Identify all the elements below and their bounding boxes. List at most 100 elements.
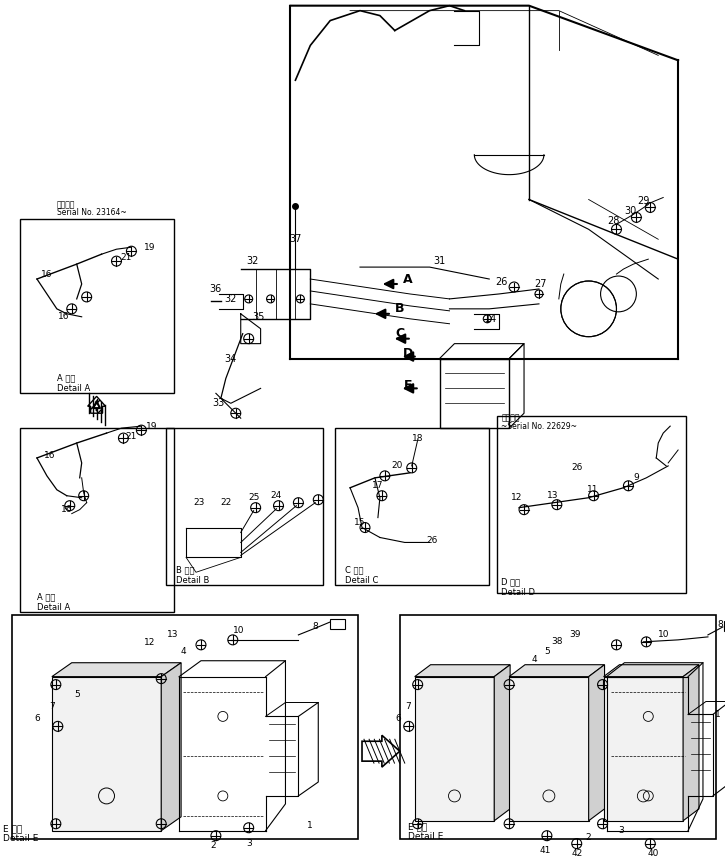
Bar: [414, 677, 494, 821]
Text: 40: 40: [648, 849, 659, 858]
Polygon shape: [52, 663, 181, 677]
Text: 1: 1: [715, 710, 720, 719]
Bar: [497, 417, 686, 594]
Text: 31: 31: [433, 256, 446, 266]
Bar: [400, 615, 716, 838]
Text: 10: 10: [659, 631, 670, 639]
Text: 38: 38: [551, 637, 563, 646]
Polygon shape: [589, 665, 605, 821]
Text: 27: 27: [534, 279, 547, 289]
Bar: [20, 428, 174, 612]
Bar: [603, 677, 683, 821]
Text: 26: 26: [426, 536, 437, 545]
Text: 19: 19: [145, 422, 157, 430]
Text: 適用号機: 適用号機: [501, 414, 520, 423]
Text: 3: 3: [246, 839, 252, 848]
Text: 37: 37: [289, 235, 302, 244]
Text: 8: 8: [313, 623, 318, 631]
Text: 20: 20: [391, 461, 403, 471]
Text: B 詳細
Detail B: B 詳細 Detail B: [176, 565, 209, 585]
Text: 29: 29: [637, 197, 649, 206]
Text: 22: 22: [220, 498, 231, 507]
Polygon shape: [161, 663, 181, 831]
Text: 6: 6: [395, 714, 401, 723]
Text: A 詳細
Detail A: A 詳細 Detail A: [37, 593, 71, 612]
Bar: [335, 428, 489, 585]
Text: 28: 28: [607, 216, 619, 227]
Text: 2: 2: [586, 833, 592, 842]
Text: 3: 3: [619, 826, 624, 835]
Polygon shape: [683, 665, 699, 821]
Bar: [509, 677, 589, 821]
Text: 35: 35: [252, 312, 265, 322]
Text: 適用号機: 適用号機: [57, 200, 76, 209]
Text: 41: 41: [539, 846, 550, 855]
Text: B: B: [395, 302, 404, 315]
Text: 13: 13: [167, 631, 179, 639]
Polygon shape: [494, 665, 510, 821]
Text: 16: 16: [44, 452, 56, 460]
Text: 25: 25: [248, 493, 260, 503]
Polygon shape: [603, 665, 699, 677]
Text: 17: 17: [372, 481, 384, 490]
Text: 6: 6: [34, 714, 40, 723]
Text: C 詳細
Detail C: C 詳細 Detail C: [345, 565, 379, 585]
Text: 42: 42: [571, 849, 582, 858]
Text: 19: 19: [143, 243, 155, 252]
Text: 1: 1: [308, 821, 313, 831]
Bar: [724, 621, 727, 631]
Text: 16: 16: [61, 505, 73, 515]
Text: 16: 16: [58, 313, 70, 321]
Text: 32: 32: [225, 294, 237, 304]
Text: E 詳細
Detail E: E 詳細 Detail E: [408, 822, 443, 842]
Text: 4: 4: [180, 648, 186, 656]
Text: A: A: [403, 272, 412, 285]
Text: E: E: [403, 379, 412, 392]
Text: 12: 12: [511, 493, 523, 503]
Text: 30: 30: [624, 206, 637, 216]
Text: E 詳細
Detail E: E 詳細 Detail E: [3, 824, 39, 844]
Text: 11: 11: [587, 485, 598, 494]
Text: 26: 26: [571, 463, 582, 472]
Text: 5: 5: [74, 690, 79, 699]
Text: 39: 39: [569, 631, 580, 639]
Text: 14: 14: [485, 314, 497, 324]
Text: 23: 23: [193, 498, 205, 507]
Text: 16: 16: [41, 270, 52, 278]
Text: 21: 21: [121, 253, 132, 262]
Bar: [166, 428, 324, 585]
FancyArrow shape: [88, 396, 105, 413]
Text: D: D: [403, 347, 413, 360]
Bar: [20, 219, 174, 393]
Text: 5: 5: [544, 648, 550, 656]
Text: 24: 24: [270, 491, 281, 500]
Polygon shape: [509, 665, 605, 677]
Text: 9: 9: [633, 473, 639, 483]
Text: 10: 10: [233, 626, 244, 636]
Text: D 詳細
Detail D: D 詳細 Detail D: [501, 577, 535, 597]
Bar: [12, 615, 358, 838]
Text: 8: 8: [717, 620, 723, 630]
Text: C: C: [395, 327, 404, 340]
Text: 13: 13: [547, 491, 558, 500]
Polygon shape: [414, 665, 510, 677]
Text: 32: 32: [246, 256, 259, 266]
Text: 26: 26: [495, 277, 507, 287]
Text: 18: 18: [412, 434, 423, 442]
FancyArrow shape: [362, 735, 400, 767]
Text: 2: 2: [210, 841, 216, 850]
Text: 7: 7: [49, 702, 55, 711]
Bar: [52, 677, 161, 831]
Text: A 詳細
Detail A: A 詳細 Detail A: [57, 374, 90, 393]
Text: 7: 7: [405, 702, 411, 711]
Text: ~Serial No. 22629~: ~Serial No. 22629~: [501, 422, 577, 430]
Text: 21: 21: [126, 431, 137, 441]
Bar: [330, 619, 345, 629]
Text: 33: 33: [213, 399, 225, 408]
Text: Serial No. 23164~: Serial No. 23164~: [57, 208, 126, 217]
Text: 15: 15: [354, 518, 366, 527]
Text: 4: 4: [531, 655, 537, 664]
Text: 34: 34: [225, 354, 237, 363]
Text: 36: 36: [210, 284, 222, 294]
Text: 12: 12: [144, 638, 155, 648]
